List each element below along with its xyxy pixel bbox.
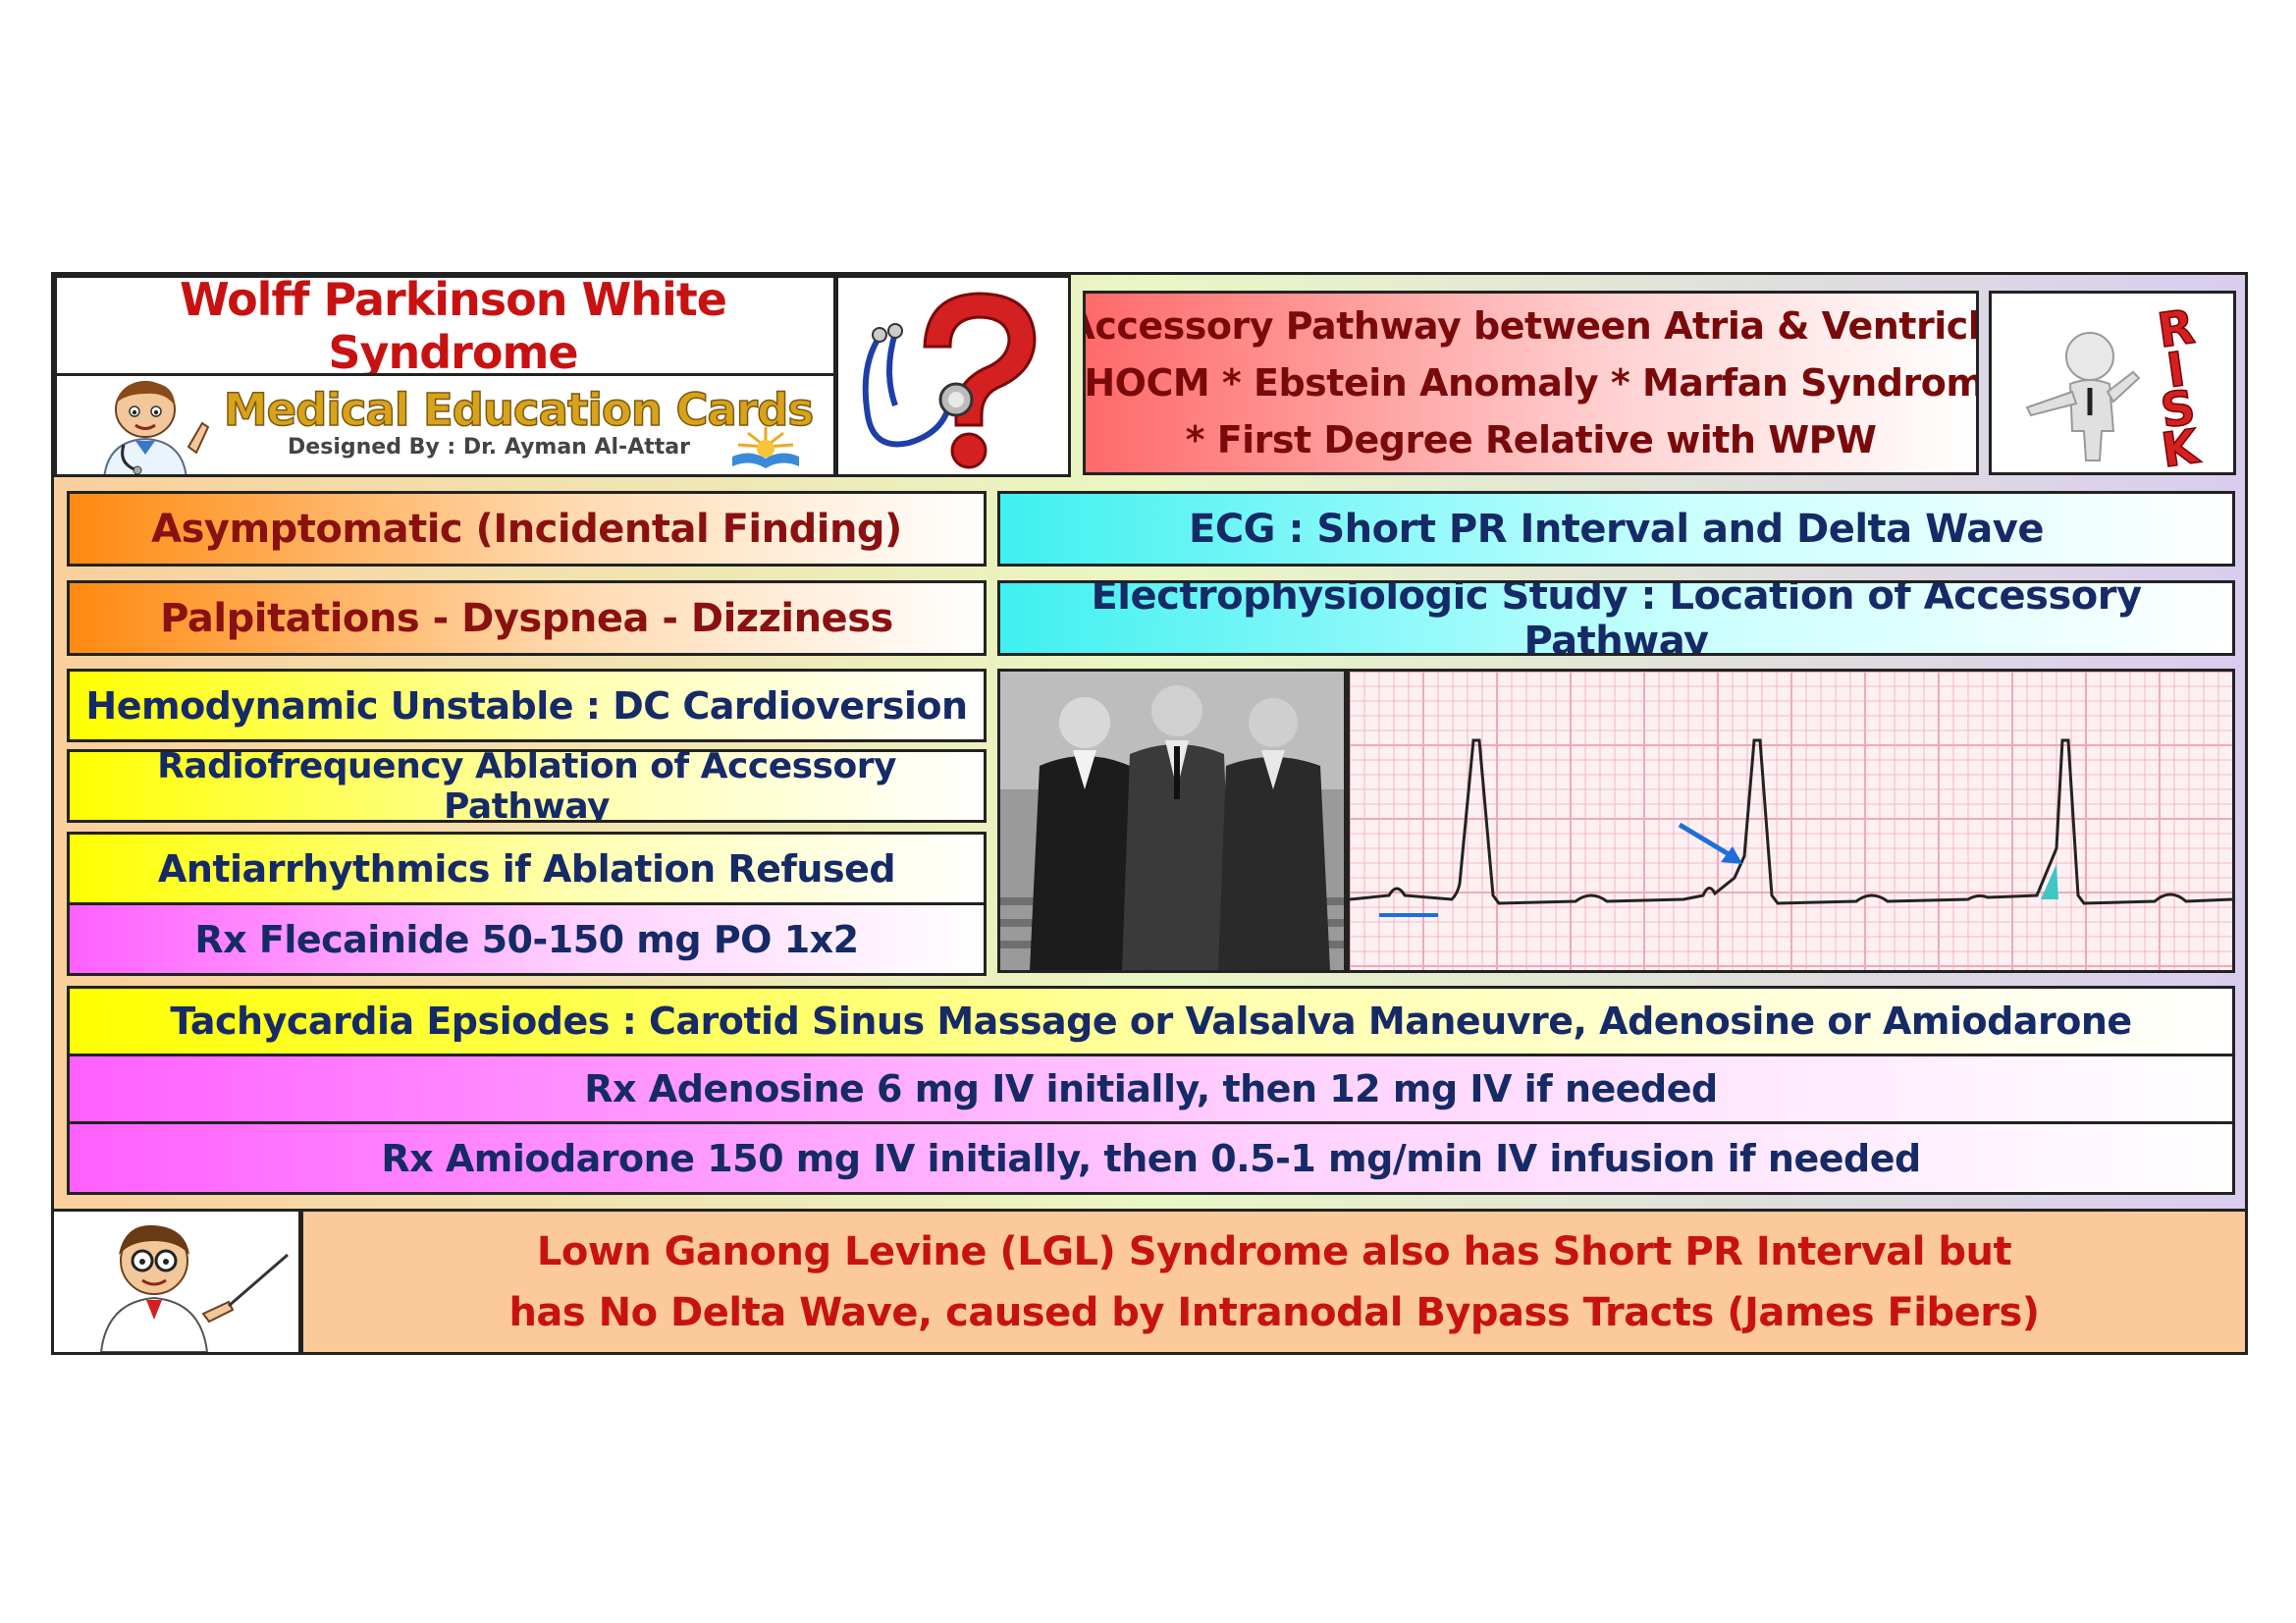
risk-line-2: * HOCM * Ebstein Anomaly * Marfan Syndro… <box>1083 361 1979 405</box>
asymptomatic-label: Asymptomatic (Incidental Finding) <box>151 506 902 552</box>
antiarrhythmics-row: Antiarrhythmics if Ablation Refused <box>67 832 987 905</box>
antiarrhythmics-label: Antiarrhythmics if Ablation Refused <box>157 846 896 891</box>
lgl-note-line-2: has No Delta Wave, caused by Intranodal … <box>508 1289 2040 1335</box>
flecainide-row: Rx Flecainide 50-150 mg PO 1x2 <box>67 902 987 976</box>
flecainide-label: Rx Flecainide 50-150 mg PO 1x2 <box>194 917 859 961</box>
historic-photo <box>997 669 1347 973</box>
ecg-waveform <box>1350 738 2232 905</box>
brand-name: Medical Education Cards <box>223 383 815 437</box>
ecg-strip <box>1347 669 2235 973</box>
lgl-note-line-1: Lown Ganong Levine (LGL) Syndrome also h… <box>536 1228 2012 1274</box>
doctor-cartoon-icon <box>103 381 210 474</box>
risk-line-3: * First Degree Relative with WPW <box>1185 418 1877 461</box>
sun-book-icon <box>732 427 799 468</box>
risk-line-1: * Accessory Pathway between Atria & Vent… <box>1083 304 1979 348</box>
risk-factors-box: * Accessory Pathway between Atria & Vent… <box>1083 291 1979 475</box>
ecg-grid <box>1350 672 2232 970</box>
unstable-row: Hemodynamic Unstable : DC Cardioversion <box>67 669 987 742</box>
delta-wave-shade <box>2041 864 2058 899</box>
risk-figure-box: R I S K <box>1989 291 2236 475</box>
credit-line: Designed By : Dr. Ayman Al-Attar <box>288 435 690 460</box>
adenosine-label: Rx Adenosine 6 mg IV initially, then 12 … <box>584 1067 1718 1110</box>
ablation-row: Radiofrequency Ablation of Accessory Pat… <box>67 749 987 823</box>
lgl-note-box: Lown Ganong Levine (LGL) Syndrome also h… <box>300 1209 2248 1355</box>
tachycardia-label: Tachycardia Epsiodes : Carotid Sinus Mas… <box>170 1000 2132 1043</box>
professor-pointer-icon <box>99 1224 289 1352</box>
amiodarone-label: Rx Amiodarone 150 mg IV initially, then … <box>381 1136 1921 1180</box>
adenosine-row: Rx Adenosine 6 mg IV initially, then 12 … <box>67 1054 2235 1124</box>
eps-row: Electrophysiologic Study : Location of A… <box>997 580 2235 656</box>
eps-label: Electrophysiologic Study : Location of A… <box>1091 580 2142 656</box>
delta-arrow-head <box>1721 846 1742 864</box>
ablation-label: Radiofrequency Ablation of Accessory Pat… <box>157 749 896 823</box>
stethoscope-question-icon <box>862 292 1037 469</box>
amiodarone-row: Rx Amiodarone 150 mg IV initially, then … <box>67 1121 2235 1195</box>
symptoms-row: Palpitations - Dyspnea - Dizziness <box>67 580 987 656</box>
risk-figure-icon: R I S K <box>2025 298 2205 472</box>
symptoms-label: Palpitations - Dyspnea - Dizziness <box>160 595 893 641</box>
tachycardia-row: Tachycardia Epsiodes : Carotid Sinus Mas… <box>67 986 2235 1056</box>
three-physicians-photo <box>1000 672 1344 970</box>
page-title: Wolff Parkinson White Syndrome <box>179 275 727 377</box>
professor-box <box>51 1209 301 1355</box>
ecg-tracing <box>1350 672 2232 970</box>
ecg-row: ECG : Short PR Interval and Delta Wave <box>997 491 2235 567</box>
stethoscope-question-box <box>835 275 1071 477</box>
unstable-label: Hemodynamic Unstable : DC Cardioversion <box>85 683 968 728</box>
svg-text:S: S <box>2158 380 2199 439</box>
asymptomatic-row: Asymptomatic (Incidental Finding) <box>67 491 987 567</box>
ecg-label: ECG : Short PR Interval and Delta Wave <box>1189 506 2044 552</box>
svg-text:R: R <box>2155 299 2198 359</box>
brand-box: Medical Education Cards Designed By : Dr… <box>54 373 836 477</box>
title-box: Wolff Parkinson White Syndrome <box>54 275 836 377</box>
